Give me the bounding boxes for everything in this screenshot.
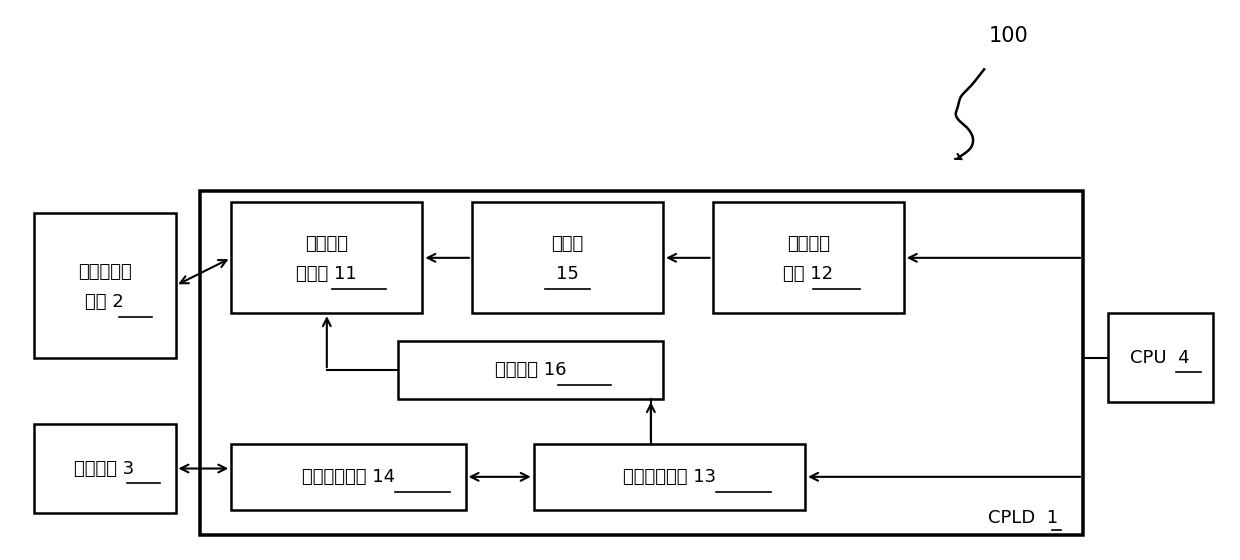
Text: 第三总线接口 13: 第三总线接口 13 xyxy=(622,468,715,486)
Bar xyxy=(33,424,176,513)
Bar xyxy=(33,213,176,358)
Bar xyxy=(1107,313,1213,402)
Text: CPU  4: CPU 4 xyxy=(1130,349,1190,367)
Text: 15: 15 xyxy=(556,265,579,283)
Text: 滤波模块 16: 滤波模块 16 xyxy=(495,361,567,379)
Bar xyxy=(231,202,423,313)
Text: 第二总线: 第二总线 xyxy=(786,235,830,253)
Bar xyxy=(533,444,805,510)
Text: 器组 2: 器组 2 xyxy=(86,293,124,311)
Bar xyxy=(472,202,663,313)
Text: 第四总线接口 14: 第四总线接口 14 xyxy=(301,468,396,486)
Bar xyxy=(231,444,466,510)
Text: 100: 100 xyxy=(990,26,1029,46)
Bar xyxy=(713,202,904,313)
Text: 蓝牙模块 3: 蓝牙模块 3 xyxy=(74,460,135,478)
Text: 寄存器: 寄存器 xyxy=(552,235,584,253)
Text: 第一总线: 第一总线 xyxy=(305,235,348,253)
Text: 接口组 11: 接口组 11 xyxy=(296,265,357,283)
Bar xyxy=(398,341,663,399)
Bar xyxy=(201,192,1083,535)
Text: 音频编解码: 音频编解码 xyxy=(78,263,131,281)
Text: 接口 12: 接口 12 xyxy=(784,265,833,283)
Text: CPLD  1: CPLD 1 xyxy=(988,508,1058,527)
